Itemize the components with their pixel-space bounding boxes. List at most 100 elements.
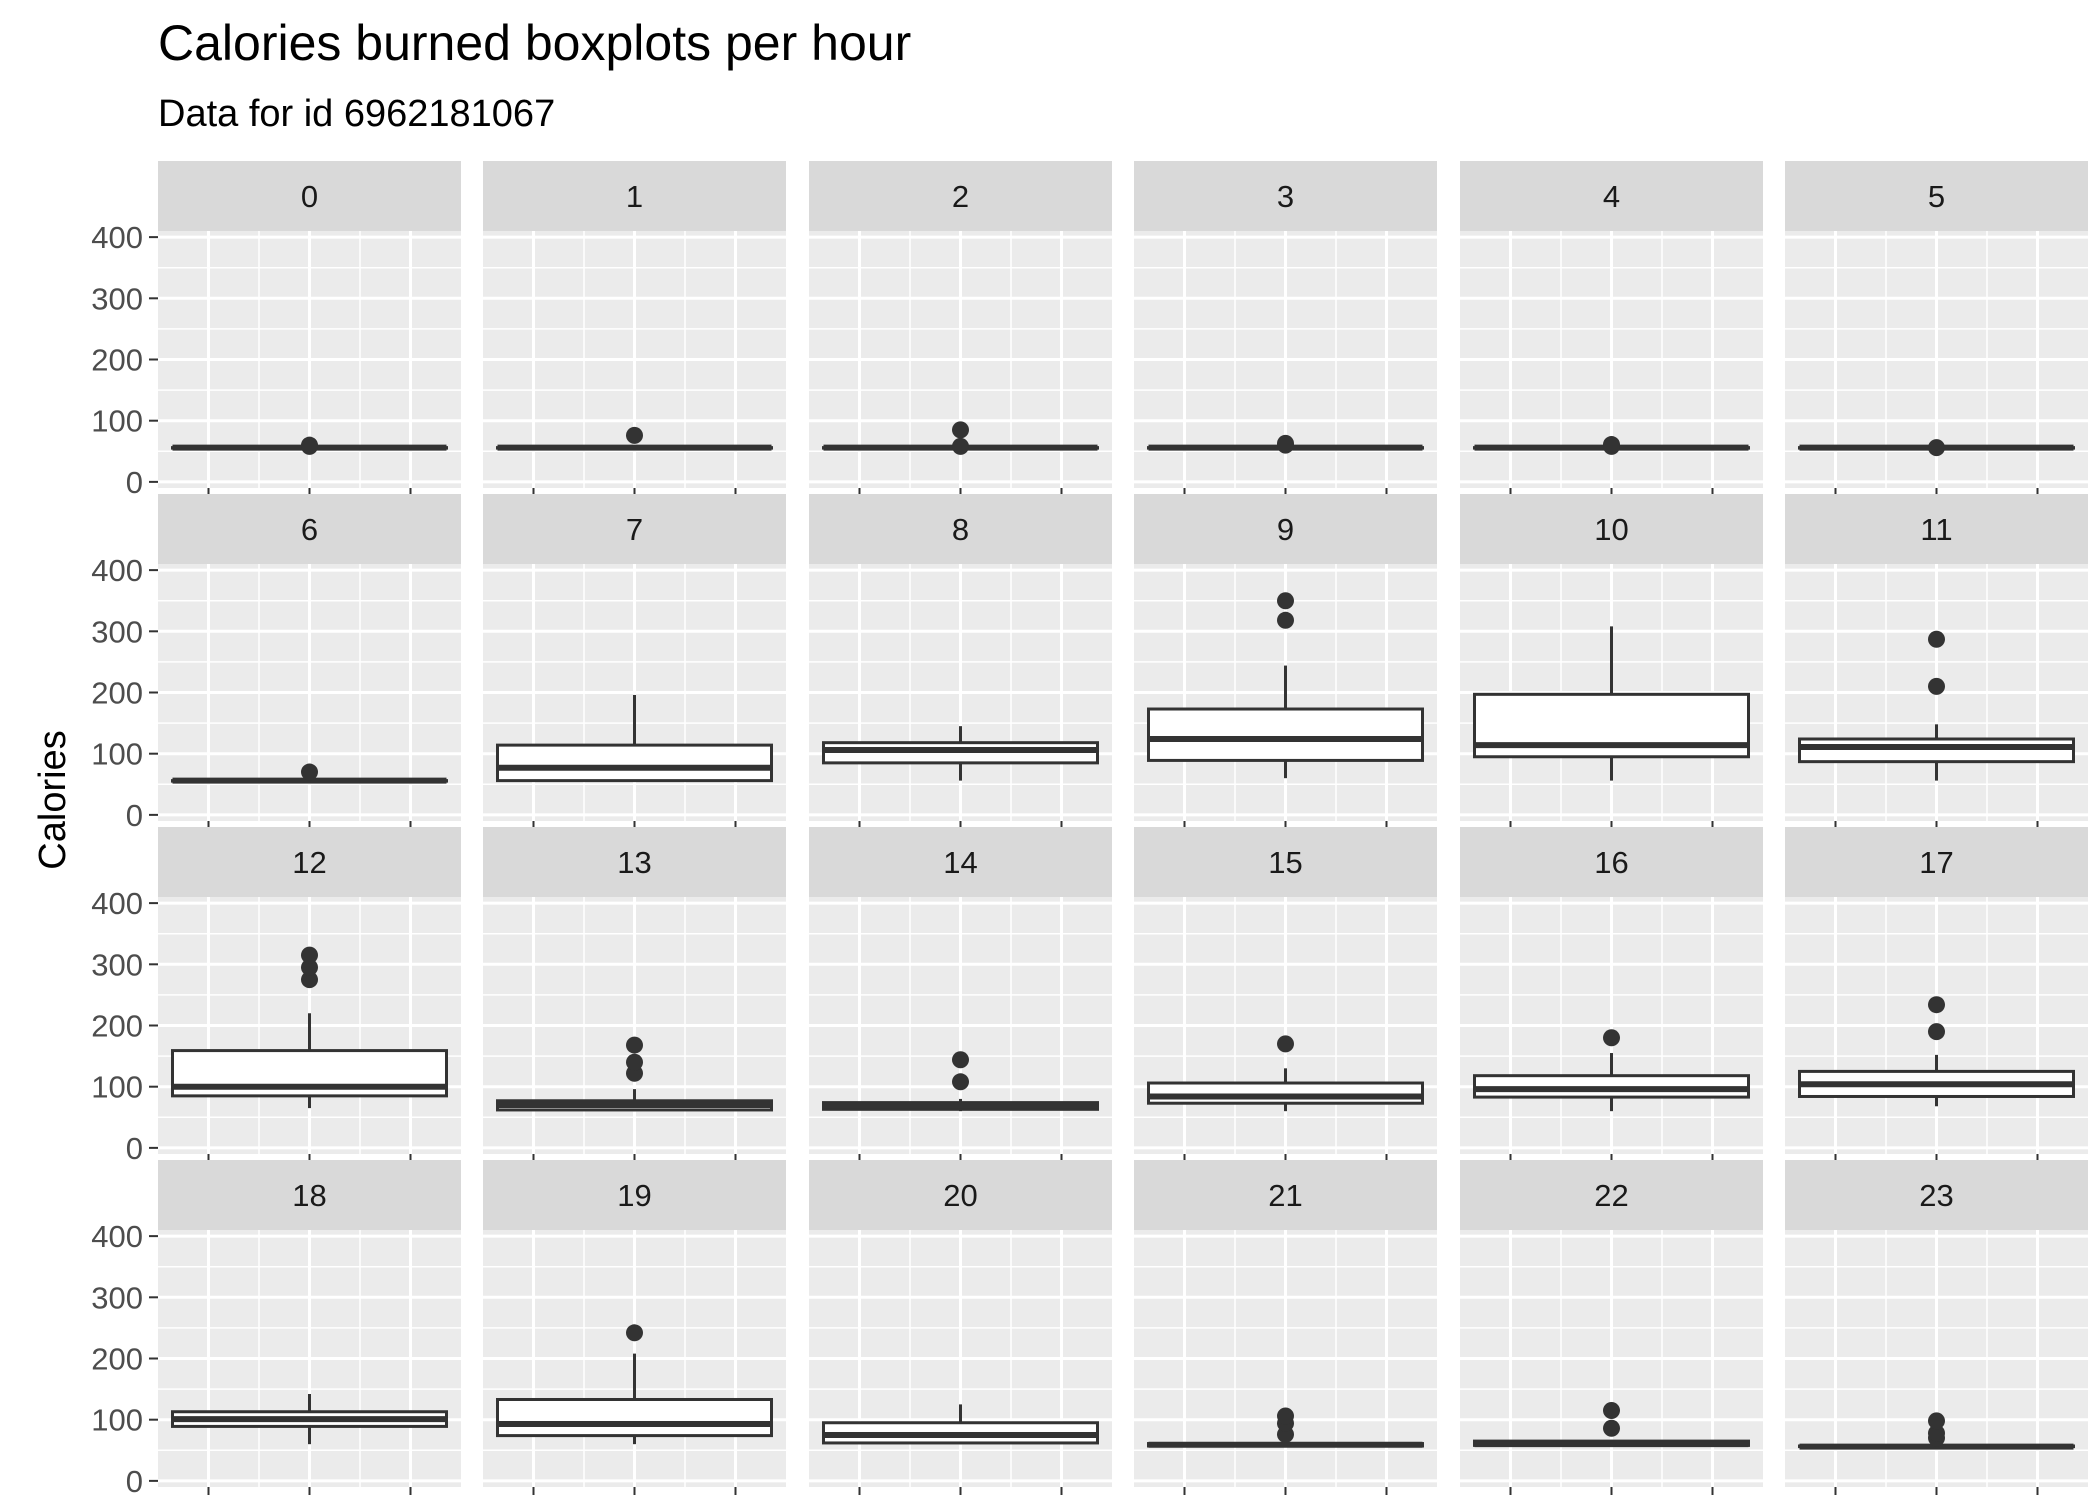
y-tick-label: 400: [91, 1219, 143, 1254]
y-tick-label: 200: [91, 1009, 143, 1044]
outlier-point: [1928, 1412, 1945, 1430]
y-tick-label: 300: [91, 947, 143, 982]
facet-panel: 20: [809, 1160, 1112, 1495]
facet-panel: 19: [483, 1160, 786, 1495]
box: [496, 743, 773, 783]
facet-strip-label: 18: [292, 1178, 326, 1213]
facet-strip-label: 17: [1919, 845, 1953, 880]
facet-strip-label: 0: [301, 179, 318, 214]
facet-panel: 18 0 100 200 300 400: [91, 1160, 461, 1499]
facet-panel: 10: [1460, 494, 1763, 829]
y-tick-label: 100: [91, 404, 143, 439]
facet-strip: [1134, 827, 1437, 897]
outlier-point: [301, 958, 318, 976]
facet-panel: 5: [1785, 161, 2088, 496]
facet-panel: 12 0 100 200 300 400: [91, 827, 461, 1166]
facet-panel: 9: [1134, 494, 1437, 829]
facet-panel: 2: [809, 161, 1112, 496]
outlier-point: [1928, 1023, 1945, 1041]
facet-panel: 3: [1134, 161, 1437, 496]
outlier-point: [1277, 592, 1294, 610]
facet-strip: [483, 1160, 786, 1230]
outlier-point: [301, 763, 318, 781]
outlier-point: [301, 436, 318, 454]
facet-strip-label: 7: [626, 512, 643, 547]
facet-strip: [1785, 494, 2088, 564]
facet-strip: [483, 827, 786, 897]
box: [1147, 707, 1424, 762]
facet-panel: 0 0 100 200 300 400: [91, 161, 461, 500]
y-tick-label: 400: [91, 220, 143, 255]
facet-strip-label: 22: [1594, 1178, 1628, 1213]
facet-strip: [1785, 827, 2088, 897]
facet-panel: 6 0 100 200 300 400: [91, 494, 461, 833]
outlier-point: [1603, 436, 1620, 454]
facet-strip-label: 23: [1919, 1178, 1953, 1213]
facet-panel: 14: [809, 827, 1112, 1162]
facet-strip: [1134, 494, 1437, 564]
facet-strip: [158, 161, 461, 231]
facet-strip: [809, 1160, 1112, 1230]
outlier-point: [626, 1053, 643, 1071]
y-tick-label: 0: [126, 1131, 143, 1166]
facet-panel: 7: [483, 494, 786, 829]
outlier-point: [1603, 1419, 1620, 1437]
facet-panel: 11: [1785, 494, 2088, 829]
y-tick-label: 400: [91, 553, 143, 588]
facet-strip: [1460, 1160, 1763, 1230]
outlier-point: [301, 946, 318, 964]
facet-strip-label: 15: [1268, 845, 1302, 880]
facet-strip-label: 1: [626, 179, 643, 214]
facet-strip: [483, 161, 786, 231]
y-tick-label: 400: [91, 886, 143, 921]
facet-strip: [1460, 827, 1763, 897]
facet-strip-label: 2: [952, 179, 969, 214]
facet-strip-label: 10: [1594, 512, 1628, 547]
facet-strip-label: 14: [943, 845, 977, 880]
facet-strip: [1134, 1160, 1437, 1230]
facet-panel: 22: [1460, 1160, 1763, 1495]
y-tick-label: 300: [91, 614, 143, 649]
facet-panel: 23: [1785, 1160, 2088, 1495]
facet-strip-label: 6: [301, 512, 318, 547]
y-tick-label: 0: [126, 465, 143, 500]
facet-strip-label: 16: [1594, 845, 1628, 880]
facet-strip-label: 21: [1268, 1178, 1302, 1213]
outlier-point: [952, 421, 969, 439]
outlier-point: [952, 1051, 969, 1069]
facet-strip: [1460, 494, 1763, 564]
facet-panel: 8: [809, 494, 1112, 829]
facet-strip-label: 3: [1277, 179, 1294, 214]
outlier-point: [626, 1324, 643, 1342]
facet-strip-label: 4: [1603, 179, 1620, 214]
chart-subtitle: Data for id 6962181067: [158, 93, 555, 135]
y-tick-label: 0: [126, 1464, 143, 1499]
y-tick-label: 0: [126, 798, 143, 833]
y-tick-label: 100: [91, 1403, 143, 1438]
outlier-point: [1928, 630, 1945, 648]
facet-panel: 15: [1134, 827, 1437, 1162]
y-tick-label: 200: [91, 343, 143, 378]
facet-strip-label: 12: [292, 845, 326, 880]
outlier-point: [1928, 996, 1945, 1014]
outlier-point: [1928, 677, 1945, 695]
outlier-point: [1277, 1407, 1294, 1425]
facet-strip: [158, 494, 461, 564]
outlier-point: [1603, 1402, 1620, 1420]
y-tick-label: 200: [91, 676, 143, 711]
facet-strip: [809, 827, 1112, 897]
outlier-point: [1277, 434, 1294, 452]
facet-strip: [1785, 161, 2088, 231]
outlier-point: [1603, 1029, 1620, 1047]
chart-title: Calories burned boxplots per hour: [158, 15, 911, 71]
facet-panel: 4: [1460, 161, 1763, 496]
facet-strip-label: 9: [1277, 512, 1294, 547]
outlier-point: [1928, 1424, 1945, 1442]
facet-strip: [158, 1160, 461, 1230]
facet-panel: 17: [1785, 827, 2088, 1162]
facet-strip-label: 19: [617, 1178, 651, 1213]
outlier-point: [1277, 1035, 1294, 1053]
facet-strip-label: 5: [1928, 179, 1945, 214]
